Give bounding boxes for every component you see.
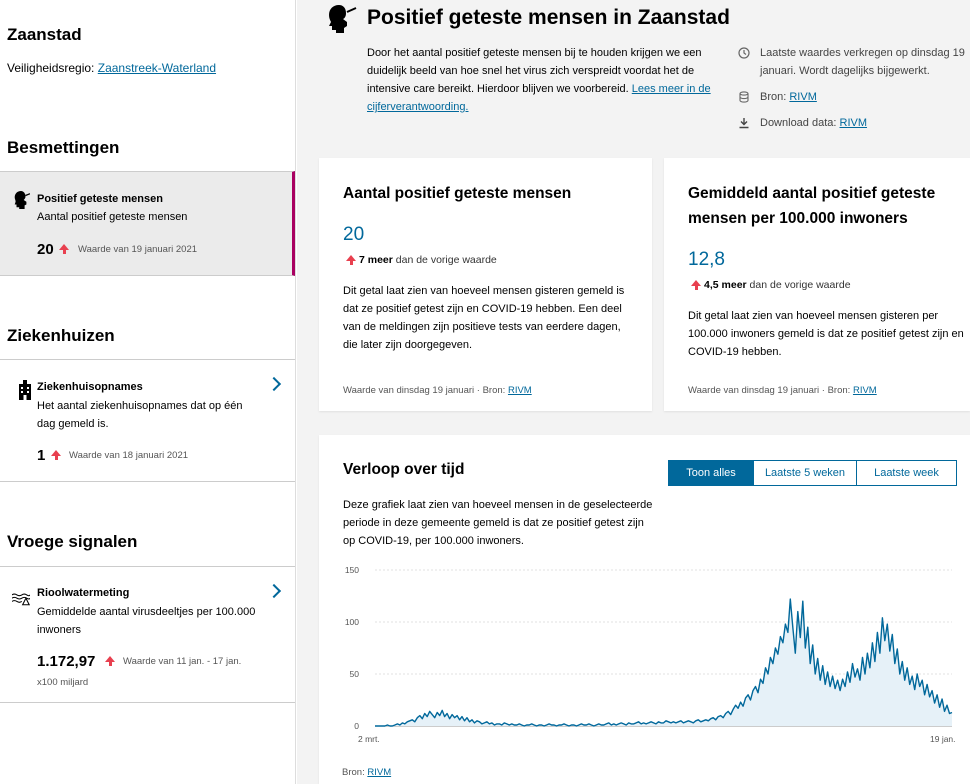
intro-link[interactable]: Lees meer in de cijferverantwoording. [367, 83, 711, 113]
card-delta: 4,5 meer dan de vorige waarde [704, 279, 851, 291]
tab-laatste-5-weken[interactable]: Laatste 5 weken [753, 460, 857, 486]
y-tick-label: 100 [345, 617, 359, 627]
card-delta-text: dan de vorige waarde [395, 254, 497, 266]
card-footer-link[interactable]: RIVM [507, 385, 532, 396]
intro-body: Door het aantal positief geteste mensen … [367, 47, 702, 95]
kpi-card-positive-tests: Aantal positief geteste mensen 20 7 meer… [319, 158, 652, 411]
chart-y-ticks: 0 50 100 150 [345, 565, 359, 731]
sidebar-item-date: Waarde van 19 januari 2021 [78, 244, 198, 255]
x-tick-start: 2 mrt. [358, 734, 380, 744]
x-tick-end: 19 jan. [930, 734, 956, 744]
meta-download-label: Download data: [760, 117, 837, 129]
card-footer-text: Waarde van dinsdag 19 januari · Bron: [688, 385, 851, 396]
download-icon [739, 118, 749, 129]
arrow-up-icon [346, 255, 356, 265]
sidebar-item-value: 1 [37, 447, 46, 464]
card-footer: Waarde van dinsdag 19 januari · Bron: RI… [688, 385, 877, 396]
sidebar-item-rioolwatermeting[interactable]: Rioolwatermeting Gemiddelde aantal virus… [0, 566, 295, 703]
sidebar-item-desc: Aantal positief geteste mensen [37, 211, 188, 223]
clock-icon [738, 47, 750, 59]
card-footer: Waarde van dinsdag 19 januari · Bron: RI… [343, 385, 532, 396]
sidebar: Zaanstad Veiligheidsregio: Zaanstreek-Wa… [0, 0, 296, 784]
sidebar-item-label: Rioolwatermeting [37, 587, 130, 599]
sidebar-item-desc: Gemiddelde aantal virusdeeltjes per 100.… [37, 606, 256, 636]
sidebar-item-unit: x100 miljard [37, 677, 89, 688]
sidebar-item-value: 20 [37, 241, 54, 258]
meta-download-link[interactable]: RIVM [839, 117, 868, 129]
meta-updated: Laatste waardes verkregen op dinsdag 19 … [760, 47, 965, 77]
timeline-range-tabs: Toon alles Laatste 5 weken Laatste week [668, 460, 957, 486]
chart-series-line [375, 598, 953, 727]
arrow-up-icon [105, 656, 115, 666]
chevron-right-icon[interactable] [266, 376, 282, 392]
sewer-icon [12, 593, 30, 606]
sidebar-item-label: Positief geteste mensen [37, 193, 163, 205]
database-icon [739, 91, 749, 103]
timeline-chart[interactable]: 0 50 100 150 2 mrt. 19 jan. [340, 560, 965, 750]
hospital-icon [19, 380, 31, 400]
safety-region: Veiligheidsregio: Zaanstreek-Waterland [7, 61, 216, 75]
section-title-besmettingen: Besmettingen [7, 138, 120, 157]
timeline-source-label: Bron: [342, 767, 365, 778]
tab-toon-alles[interactable]: Toon alles [668, 460, 754, 486]
kpi-card-per-100k: Gemiddeld aantal positief geteste mensen… [664, 158, 970, 411]
card-delta-value: 7 meer [359, 254, 393, 266]
sidebar-item-desc: Het aantal ziekenhuisopnames dat op één … [37, 400, 243, 430]
tab-laatste-week[interactable]: Laatste week [856, 460, 957, 486]
meta-source: Bron: RIVM [760, 88, 970, 106]
sidebar-item-ziekenhuisopnames[interactable]: Ziekenhuisopnames Het aantal ziekenhuiso… [0, 359, 295, 482]
card-value: 12,8 [688, 249, 725, 270]
card-value: 20 [343, 224, 365, 245]
card-delta: 7 meer dan de vorige waarde [359, 254, 497, 266]
meta-download: Download data: RIVM [760, 114, 970, 132]
y-tick-label: 50 [350, 669, 360, 679]
sidebar-item-value: 1.172,97 [37, 653, 96, 670]
card-delta-text: dan de vorige waarde [749, 279, 851, 291]
chart-area-fill [375, 599, 952, 726]
region-label: Veiligheidsregio: [7, 61, 95, 75]
arrow-up-icon [59, 244, 69, 254]
meta-source-link[interactable]: RIVM [789, 91, 817, 103]
timeline-source-link[interactable]: RIVM [367, 767, 392, 778]
chevron-right-icon[interactable] [266, 583, 282, 599]
page-title: Positief geteste mensen in Zaanstad [367, 6, 730, 29]
card-title: Aantal positief geteste mensen [343, 185, 572, 202]
sidebar-item-positief-geteste-mensen[interactable]: Positief geteste mensen Aantal positief … [0, 171, 295, 276]
card-footer-link[interactable]: RIVM [852, 385, 877, 396]
y-tick-label: 0 [354, 721, 359, 731]
section-title-ziekenhuizen: Ziekenhuizen [7, 326, 115, 345]
sidebar-item-label: Ziekenhuisopnames [37, 381, 143, 393]
meta-source-label: Bron: [760, 91, 787, 103]
arrow-up-icon [51, 450, 61, 460]
municipality-title: Zaanstad [7, 25, 82, 44]
card-description: Dit getal laat zien van hoeveel mensen g… [688, 310, 964, 358]
card-title: Gemiddeld aantal positief geteste mensen… [688, 185, 936, 227]
region-link[interactable]: Zaanstreek-Waterland [97, 61, 217, 75]
card-footer-text: Waarde van dinsdag 19 januari · Bron: [343, 385, 506, 396]
y-tick-label: 150 [345, 565, 359, 575]
intro-text: Door het aantal positief geteste mensen … [367, 44, 717, 116]
timeline-title: Verloop over tijd [343, 461, 465, 478]
arrow-up-icon [691, 280, 701, 290]
timeline-source: Bron: RIVM [342, 767, 391, 778]
sidebar-item-date: Waarde van 18 januari 2021 [69, 450, 189, 461]
person-testing-icon [14, 191, 30, 209]
card-delta-value: 4,5 meer [704, 279, 747, 291]
card-description: Dit getal laat zien van hoeveel mensen g… [343, 285, 625, 351]
timeline-description: Deze grafiek laat zien van hoeveel mense… [343, 499, 653, 547]
sidebar-item-date: Waarde van 11 jan. - 17 jan. [123, 656, 242, 667]
section-title-vroege-signalen: Vroege signalen [7, 532, 138, 551]
person-testing-icon [329, 5, 357, 33]
